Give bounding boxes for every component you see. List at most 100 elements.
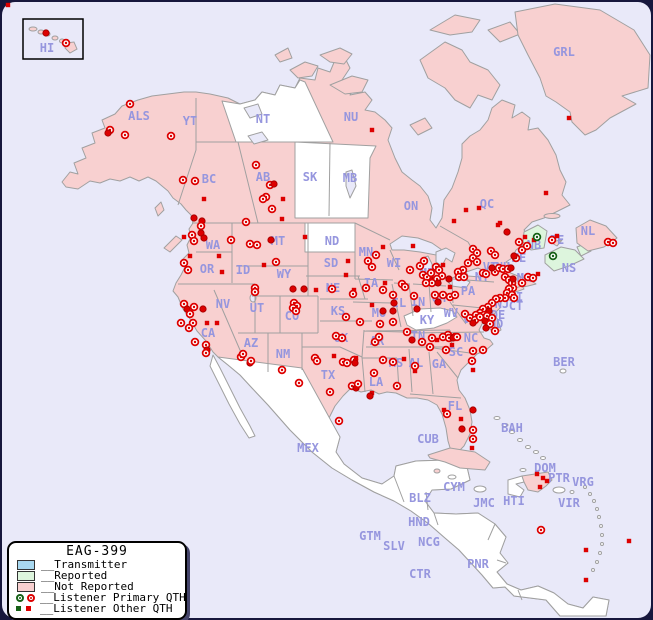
other-qth-red-icon <box>26 606 31 611</box>
listener-dot-marker <box>482 324 490 332</box>
listener-primary-qth-marker <box>536 525 546 535</box>
great-bear-lake <box>243 103 263 119</box>
not-reported-swatch <box>17 581 35 592</box>
listener-primary-qth-marker <box>442 409 452 419</box>
listener-primary-qth-marker <box>459 272 469 282</box>
region-label-hnd: HND <box>408 515 430 529</box>
listener-dot-marker <box>510 252 518 260</box>
region-label-pa: PA <box>461 284 476 298</box>
listener-primary-qth-marker <box>378 285 388 295</box>
listener-dot-marker <box>408 336 416 344</box>
region-nt <box>221 79 334 143</box>
region-label-nd: ND <box>325 234 339 248</box>
listener-primary-qth-marker <box>475 312 485 322</box>
legend-label: __Listener Other QTH <box>40 602 173 615</box>
listener-dot-marker <box>42 29 50 37</box>
listener-primary-qth-marker <box>312 356 322 366</box>
listener-primary-qth-marker <box>271 257 281 267</box>
listener-primary-qth-marker <box>421 278 431 288</box>
region-label-sk: SK <box>303 170 318 184</box>
listener-primary-qth-marker <box>426 268 436 278</box>
listener-other-qth-marker <box>401 356 407 362</box>
listener-other-qth-marker <box>219 269 225 275</box>
listener-other-qth-marker <box>343 272 349 278</box>
listener-other-qth-marker <box>5 2 11 8</box>
listener-primary-qth-marker <box>331 331 341 341</box>
listener-other-qth-marker <box>302 234 308 240</box>
listener-primary-qth-marker <box>327 284 337 294</box>
listener-dot-marker <box>366 392 374 400</box>
legend-label: __Reported <box>41 569 108 582</box>
legend-row-other-qth: __Listener Other QTH <box>12 603 182 614</box>
legend-label: __Not Reported <box>41 580 134 593</box>
listener-other-qth-marker <box>313 287 319 293</box>
region-label-on: ON <box>404 199 418 213</box>
region-label-ky: KY <box>420 313 435 327</box>
listener-primary-qth-marker <box>608 238 618 248</box>
listener-primary-qth-marker <box>178 175 188 185</box>
region-label-qc: QC <box>480 197 494 211</box>
isla-juventud <box>433 468 441 474</box>
legend-row-not-reported: __Not Reported <box>12 581 182 592</box>
listener-other-qth-marker <box>458 416 464 422</box>
listener-other-qth-marker <box>522 234 528 240</box>
listener-primary-qth-marker <box>61 38 71 48</box>
listener-other-qth-marker <box>495 222 501 228</box>
region-label-ct: CT <box>509 299 523 313</box>
listener-primary-qth-marker <box>478 345 488 355</box>
listener-primary-qth-marker <box>441 345 451 355</box>
region-label-id: ID <box>236 263 250 277</box>
listener-other-qth-marker <box>554 233 560 239</box>
listener-primary-qth-marker <box>179 258 189 268</box>
listener-primary-qth-marker <box>375 319 385 329</box>
listener-primary-qth-marker <box>201 348 211 358</box>
region-label-bc: BC <box>202 172 216 186</box>
listener-dot-marker <box>469 406 477 414</box>
region-label-gtm: GTM <box>359 529 381 543</box>
region-label-nl: NL <box>581 224 595 238</box>
region-label-grl: GRL <box>553 45 575 59</box>
listener-primary-qth-marker <box>392 381 402 391</box>
listener-dot-marker <box>190 214 198 222</box>
listener-other-qth-marker <box>441 407 447 413</box>
region-baja <box>209 354 256 439</box>
region-label-ca: CA <box>201 326 216 340</box>
listener-primary-qth-marker <box>190 176 200 186</box>
listener-primary-qth-reported-marker <box>532 232 542 242</box>
region-label-wv: WV <box>444 306 458 320</box>
legend-box: EAG-399 __Transmitter __Reported __Not R… <box>7 541 187 620</box>
listener-primary-qth-marker <box>463 258 473 268</box>
listener-dot-marker <box>434 298 442 306</box>
listener-primary-qth-marker <box>388 357 398 367</box>
listener-primary-qth-marker <box>291 306 301 316</box>
listener-primary-qth-marker <box>183 265 193 275</box>
listener-dot-marker <box>270 180 278 188</box>
region-label-cym: CYM <box>443 480 465 494</box>
legend-label: __Listener Primary QTH <box>40 591 186 604</box>
listener-primary-qth-marker <box>369 368 379 378</box>
listener-primary-qth-marker <box>337 333 347 343</box>
listener-other-qth-marker <box>345 258 351 264</box>
region-label-mt: MT <box>271 234 285 248</box>
listener-dot-marker <box>507 264 515 272</box>
listener-primary-qth-marker <box>450 290 460 300</box>
listener-other-qth-marker <box>181 234 187 240</box>
listener-other-qth-marker <box>204 320 210 326</box>
listener-primary-qth-marker <box>361 283 371 293</box>
transmitter-swatch <box>17 559 35 570</box>
listener-other-qth-marker <box>440 262 446 268</box>
listener-primary-qth-reported-marker <box>548 251 558 261</box>
listener-primary-qth-marker <box>467 356 477 366</box>
listener-other-qth-marker <box>434 337 440 343</box>
listener-other-qth-marker <box>201 196 207 202</box>
listener-primary-qth-marker <box>547 235 557 245</box>
listener-other-qth-marker <box>412 368 418 374</box>
listener-primary-qth-marker <box>176 318 186 328</box>
region-label-tx: TX <box>321 368 336 382</box>
listener-other-qth-marker <box>566 115 572 121</box>
hawaii-inset <box>22 18 84 60</box>
legend-row-transmitter: __Transmitter <box>12 559 182 570</box>
region-label-sc: SC <box>449 345 463 359</box>
listener-other-qth-marker <box>261 262 267 268</box>
listener-primary-qth-marker <box>514 237 524 247</box>
